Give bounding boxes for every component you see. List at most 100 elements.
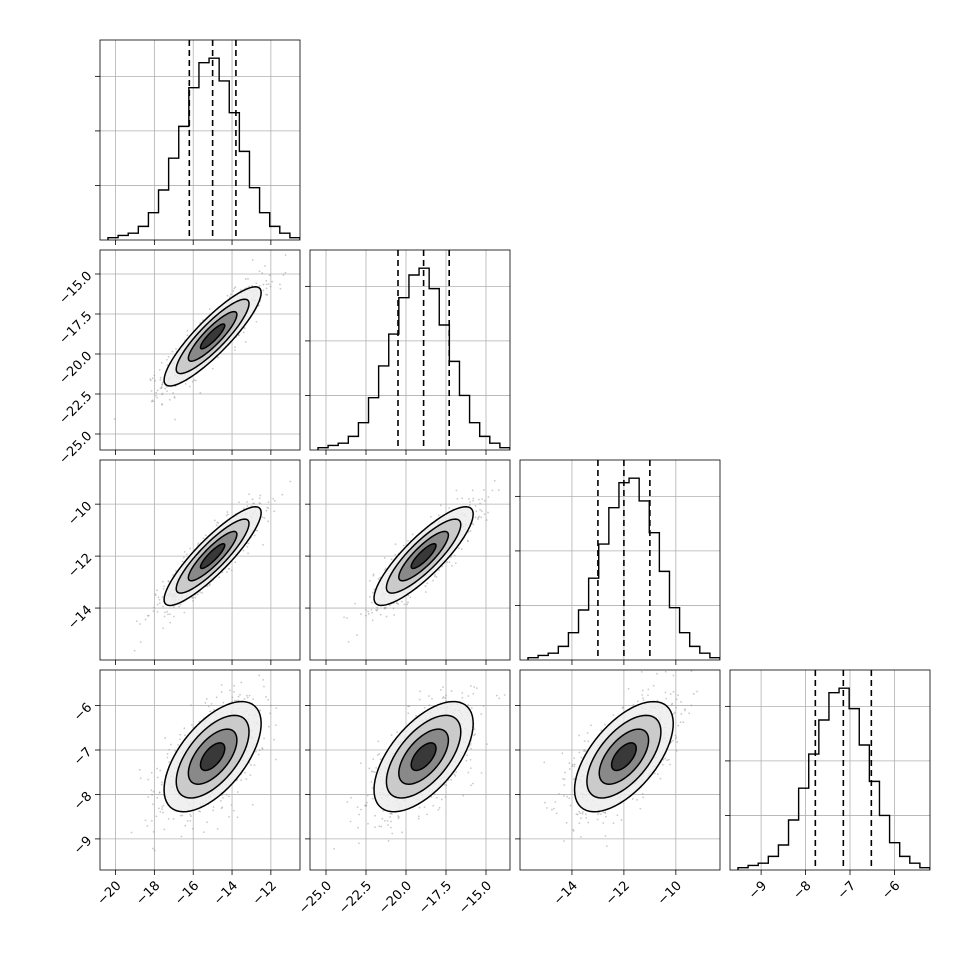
sample-point: [180, 835, 183, 838]
sample-point: [168, 761, 170, 763]
panel-frame: [99, 249, 301, 451]
sample-point: [467, 704, 470, 706]
panel-frame: [99, 459, 301, 661]
sample-point: [191, 596, 193, 599]
x-tick-label: −22.5: [336, 878, 375, 917]
sample-point: [665, 697, 668, 700]
sample-point: [370, 601, 373, 604]
sample-point: [493, 479, 496, 482]
sample-point: [162, 605, 164, 608]
sample-point: [258, 674, 261, 677]
sample-point: [161, 806, 164, 808]
sample-point: [370, 781, 373, 783]
sample-point: [477, 516, 480, 519]
sample-point: [130, 831, 133, 834]
sample-point: [375, 766, 378, 769]
sample-point: [402, 544, 405, 547]
sample-point: [208, 584, 211, 587]
sample-point: [212, 708, 215, 711]
sample-point: [202, 831, 205, 834]
sample-point: [455, 771, 458, 774]
sample-point: [368, 580, 371, 582]
sample-point: [483, 499, 486, 502]
sample-point: [343, 616, 345, 619]
sample-point: [239, 693, 241, 696]
scatter-panel-3-1: −25.0 −22.5 −20.0 −17.5 −15.0: [296, 669, 511, 917]
sample-point: [265, 509, 268, 512]
sample-point: [169, 613, 171, 616]
sample-point: [372, 573, 375, 576]
sample-point: [230, 804, 233, 806]
sample-point: [250, 764, 252, 766]
sample-point: [445, 694, 447, 697]
sample-point: [160, 386, 163, 389]
sample-point: [513, 451, 515, 453]
sample-point: [449, 556, 452, 559]
sample-point: [219, 800, 222, 802]
sample-point: [217, 356, 219, 359]
sample-point: [255, 320, 258, 323]
sample-point: [243, 327, 246, 330]
sample-point: [467, 695, 470, 697]
sample-point: [377, 578, 380, 580]
sample-point: [289, 480, 292, 483]
sample-point: [189, 819, 192, 822]
sample-point: [229, 689, 231, 692]
sample-point: [150, 771, 153, 774]
sample-point: [376, 608, 379, 611]
sample-point: [356, 634, 358, 636]
sample-point: [376, 754, 379, 756]
sample-point: [407, 705, 410, 708]
sample-point: [248, 493, 251, 496]
sample-point: [428, 704, 431, 707]
sample-point: [453, 773, 456, 776]
sample-point: [388, 604, 391, 607]
sample-point: [158, 602, 161, 605]
sample-point: [242, 549, 245, 552]
sample-point: [401, 831, 404, 834]
sample-point: [251, 259, 254, 261]
histogram-series: [107, 57, 300, 240]
sample-point: [175, 347, 177, 350]
y-tick-label: −10: [65, 499, 95, 529]
sample-point: [467, 540, 470, 543]
sample-point: [173, 395, 176, 398]
sample-point: [162, 587, 165, 590]
sample-point: [154, 394, 157, 397]
sample-point: [367, 612, 370, 615]
sample-point: [469, 530, 472, 532]
sample-point: [273, 499, 276, 502]
sample-point: [160, 361, 163, 364]
sample-point: [602, 822, 605, 824]
sample-point: [434, 573, 436, 576]
sample-point: [161, 808, 163, 811]
sample-point: [146, 614, 149, 617]
sample-point: [360, 613, 362, 616]
sample-point: [392, 607, 395, 610]
sample-point: [237, 695, 240, 698]
sample-point: [371, 611, 374, 614]
sample-point: [444, 796, 447, 798]
sample-point: [161, 781, 163, 784]
sample-point: [426, 582, 429, 585]
sample-point: [215, 696, 218, 699]
sample-point: [385, 607, 387, 609]
sample-point: [152, 803, 154, 806]
contour-level: [199, 543, 226, 570]
y-tick-label: −25.0: [57, 429, 96, 468]
sample-point: [365, 804, 368, 807]
sample-point: [398, 816, 400, 819]
sample-point: [238, 334, 240, 337]
y-tick-label: −20.0: [57, 349, 96, 388]
sample-point: [478, 515, 481, 518]
sample-point: [159, 378, 162, 381]
sample-point: [172, 392, 175, 394]
sample-point: [579, 836, 582, 838]
sample-point: [252, 502, 254, 505]
sample-point: [173, 396, 176, 399]
sample-point: [497, 489, 500, 492]
sample-point: [450, 690, 453, 692]
sample-point: [252, 698, 255, 701]
sample-point: [478, 498, 480, 501]
sample-point: [164, 611, 166, 614]
